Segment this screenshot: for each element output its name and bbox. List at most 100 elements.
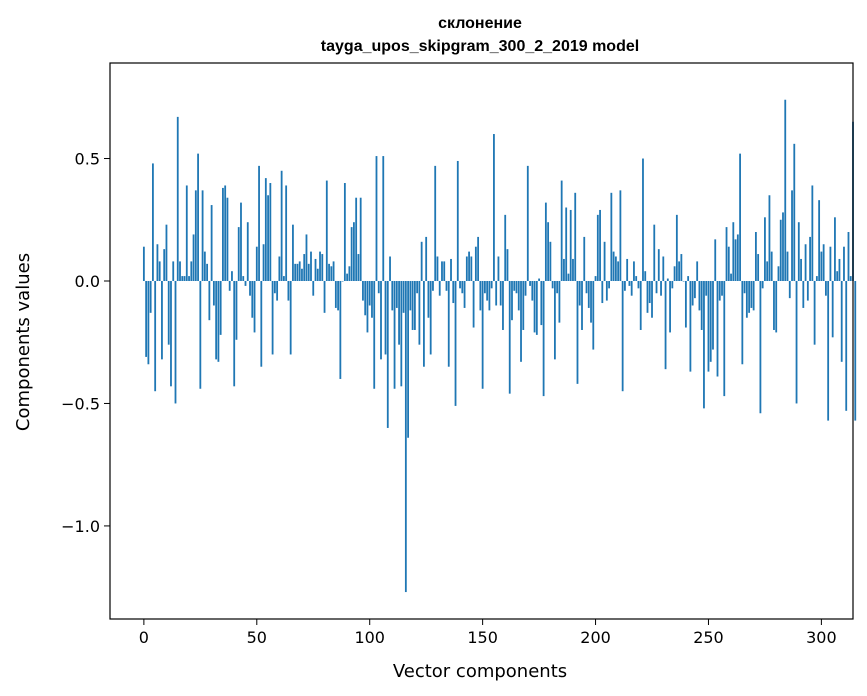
x-tick-label: 250 bbox=[693, 628, 724, 647]
bar-44 bbox=[242, 276, 245, 281]
bar-269 bbox=[750, 280, 753, 308]
bar-55 bbox=[267, 195, 269, 281]
bar-219 bbox=[637, 280, 640, 289]
bar-5 bbox=[154, 280, 157, 392]
bar-252 bbox=[712, 280, 714, 350]
bar-53 bbox=[262, 244, 265, 281]
y-tick-label: 0.0 bbox=[75, 272, 100, 291]
bar-195 bbox=[583, 236, 586, 281]
bars-group bbox=[142, 99, 857, 593]
bar-222 bbox=[644, 271, 647, 281]
bar-198 bbox=[590, 280, 592, 323]
bar-286 bbox=[788, 280, 791, 299]
bar-261 bbox=[732, 222, 735, 281]
x-tick-label: 0 bbox=[139, 628, 149, 647]
bar-8 bbox=[161, 280, 163, 360]
bar-312 bbox=[847, 232, 850, 281]
bar-210 bbox=[617, 261, 620, 281]
bar-68 bbox=[296, 263, 299, 281]
bar-97 bbox=[362, 280, 364, 301]
bar-271 bbox=[754, 232, 757, 281]
x-tick-label: 300 bbox=[806, 628, 837, 647]
bar-217 bbox=[633, 261, 635, 281]
x-tick-label: 100 bbox=[354, 628, 385, 647]
bar-242 bbox=[689, 280, 692, 372]
bar-23 bbox=[194, 190, 197, 281]
chart-title: склонение bbox=[438, 15, 522, 32]
bar-7 bbox=[158, 261, 161, 281]
bar-289 bbox=[795, 280, 798, 404]
y-tick-label: −0.5 bbox=[61, 394, 100, 413]
bar-40 bbox=[233, 280, 236, 387]
bar-109 bbox=[389, 256, 391, 281]
y-axis: 0.5 0.0 −0.5 −1.0 bbox=[61, 150, 110, 536]
bar-70 bbox=[301, 268, 303, 281]
bar-39 bbox=[231, 271, 233, 281]
bar-18 bbox=[183, 276, 186, 281]
bar-185 bbox=[560, 180, 563, 281]
bar-306 bbox=[834, 217, 836, 281]
bar-194 bbox=[581, 280, 583, 330]
bar-101 bbox=[371, 280, 373, 318]
bar-11 bbox=[167, 280, 170, 345]
bar-201 bbox=[596, 214, 599, 281]
bar-162 bbox=[508, 280, 511, 394]
bar-12 bbox=[170, 280, 172, 387]
bar-144 bbox=[468, 251, 470, 281]
bar-180 bbox=[549, 241, 552, 281]
bar-223 bbox=[646, 280, 649, 313]
bar-148 bbox=[477, 236, 480, 281]
bar-243 bbox=[691, 280, 694, 306]
bar-299 bbox=[818, 200, 821, 281]
bar-212 bbox=[621, 280, 624, 392]
bar-203 bbox=[601, 280, 604, 304]
bar-157 bbox=[497, 256, 500, 281]
bar-107 bbox=[384, 280, 387, 355]
bar-100 bbox=[368, 280, 371, 306]
bar-211 bbox=[619, 190, 622, 281]
bar-43 bbox=[240, 202, 242, 281]
bar-285 bbox=[786, 251, 789, 281]
bar-4 bbox=[152, 163, 154, 281]
bar-149 bbox=[479, 280, 482, 311]
bar-268 bbox=[748, 280, 751, 313]
bar-135 bbox=[447, 280, 450, 367]
bar-186 bbox=[563, 258, 565, 281]
bar-83 bbox=[330, 266, 333, 281]
bar-168 bbox=[522, 280, 525, 330]
bar-105 bbox=[380, 280, 382, 360]
bar-29 bbox=[208, 280, 211, 321]
bar-176 bbox=[540, 280, 543, 326]
bar-160 bbox=[504, 214, 507, 281]
bar-264 bbox=[739, 153, 741, 281]
bar-72 bbox=[305, 234, 308, 281]
bar-154 bbox=[490, 280, 493, 289]
bar-262 bbox=[734, 239, 737, 281]
bar-118 bbox=[409, 280, 412, 311]
bar-258 bbox=[725, 227, 728, 281]
bar-270 bbox=[752, 280, 755, 311]
bar-63 bbox=[285, 185, 288, 281]
bar-192 bbox=[576, 280, 579, 384]
bar-92 bbox=[350, 227, 353, 281]
bar-282 bbox=[779, 219, 782, 281]
bar-88 bbox=[341, 280, 344, 282]
bar-116 bbox=[404, 280, 407, 593]
bar-292 bbox=[802, 280, 805, 308]
y-tick-label: 0.5 bbox=[75, 150, 100, 169]
bar-56 bbox=[269, 183, 272, 281]
bar-22 bbox=[192, 234, 195, 281]
bar-204 bbox=[603, 241, 606, 281]
bar-179 bbox=[547, 222, 550, 281]
bar-253 bbox=[714, 239, 717, 281]
x-axis: 0 50 100 150 200 250 300 bbox=[139, 619, 837, 647]
bar-207 bbox=[610, 192, 613, 281]
bar-21 bbox=[190, 261, 193, 281]
bar-59 bbox=[276, 280, 279, 301]
plot-frame bbox=[109, 62, 854, 620]
bar-296 bbox=[811, 185, 814, 281]
bar-51 bbox=[258, 165, 260, 281]
bar-301 bbox=[822, 244, 825, 281]
bar-153 bbox=[488, 280, 491, 311]
bar-27 bbox=[203, 251, 206, 281]
